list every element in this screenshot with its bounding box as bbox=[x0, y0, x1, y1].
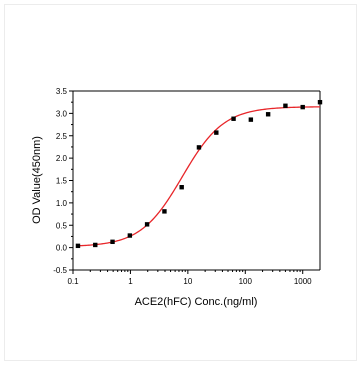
data-point bbox=[214, 130, 219, 135]
data-point bbox=[265, 112, 271, 117]
data-point bbox=[231, 116, 236, 121]
x-tick-label: 100 bbox=[239, 277, 253, 286]
y-axis-title: OD Value(450nm) bbox=[31, 136, 43, 224]
data-point bbox=[110, 239, 115, 245]
fit-curve-line bbox=[77, 106, 321, 247]
data-point bbox=[162, 209, 167, 214]
y-tick-label: 2.5 bbox=[56, 132, 68, 141]
x-tick-label: 1 bbox=[128, 277, 133, 286]
data-point bbox=[196, 145, 202, 150]
y-tick-label: 0.0 bbox=[56, 244, 68, 253]
y-tick-label: 2.0 bbox=[56, 154, 68, 163]
data-point bbox=[283, 103, 288, 108]
data-point bbox=[93, 242, 98, 248]
y-tick-label: 3.0 bbox=[56, 109, 68, 118]
x-axis-title: ACE2(hFC) Conc.(ng/ml) bbox=[135, 296, 258, 308]
x-tick-label: 1000 bbox=[294, 277, 312, 286]
y-tick-label: 3.5 bbox=[56, 87, 68, 96]
x-tick-label: 0.1 bbox=[67, 277, 79, 286]
y-tick-label: 1.5 bbox=[56, 177, 68, 186]
data-point bbox=[248, 117, 254, 122]
chart-panel bbox=[4, 4, 357, 361]
y-tick-label: -0.5 bbox=[53, 266, 67, 275]
fit-curve-layer bbox=[77, 106, 321, 247]
data-point bbox=[144, 222, 150, 227]
data-point bbox=[75, 243, 81, 249]
y-tick-label: 1.0 bbox=[56, 199, 68, 208]
data-point bbox=[127, 233, 133, 238]
x-tick-label: 10 bbox=[183, 277, 192, 286]
data-point bbox=[300, 104, 305, 110]
data-points-layer bbox=[75, 99, 323, 249]
axes: -0.5 0.0 0.5 1.0 1.5 2.0 2.5 3.0 3.5 0.1 1 10 100 100… bbox=[53, 87, 321, 286]
data-point bbox=[179, 185, 184, 190]
y-tick-label: 0.5 bbox=[56, 221, 68, 230]
data-point bbox=[317, 99, 323, 105]
